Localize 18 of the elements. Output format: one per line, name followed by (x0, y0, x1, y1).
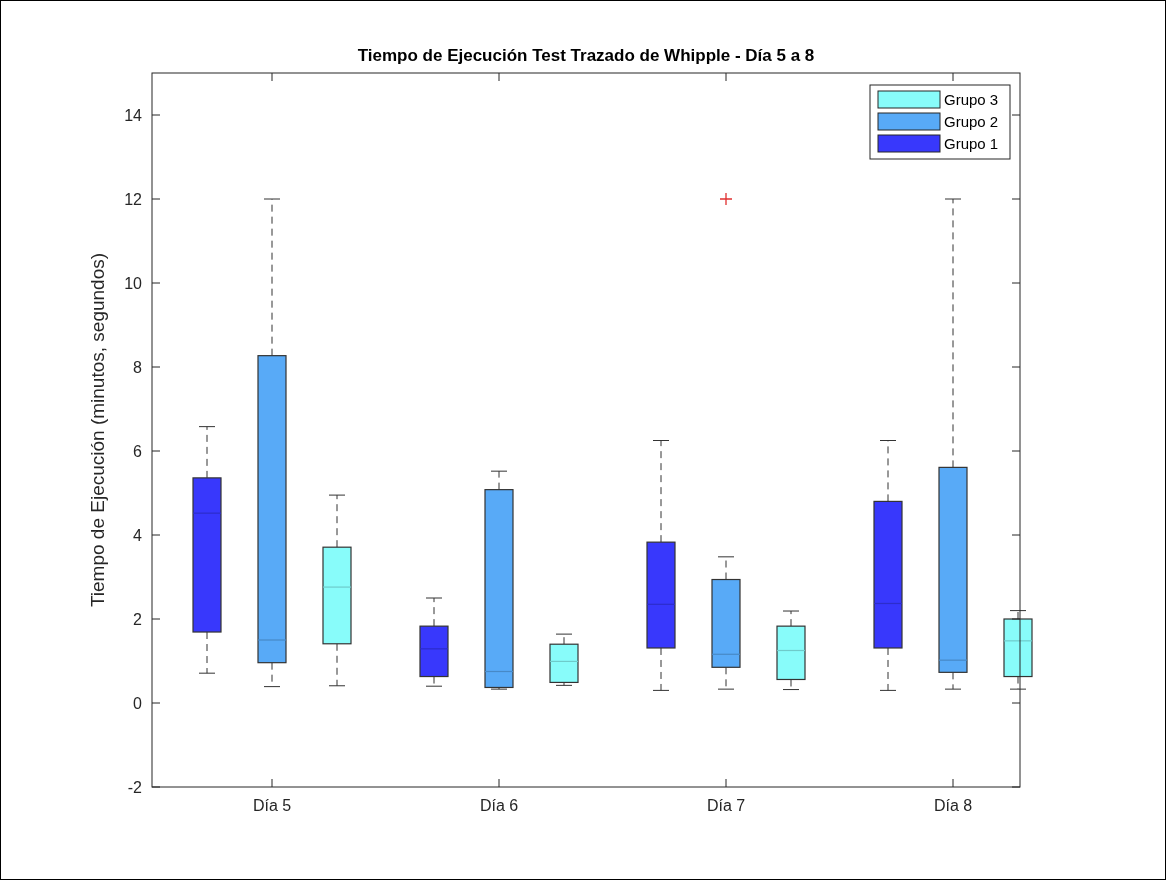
legend-label: Grupo 2 (944, 113, 999, 131)
y-axis-title: Tiempo de Ejecución (minutos, segundos) (87, 252, 108, 608)
x-tick-label: Día 7 (706, 797, 746, 814)
legend-label: Grupo 3 (944, 91, 999, 109)
y-tick-label: 12 (124, 190, 143, 208)
x-tick-label: Día 6 (479, 797, 519, 814)
y-tick-label: 0 (133, 694, 143, 712)
y-tick-label: 4 (133, 526, 143, 544)
x-tick-label: Día 8 (933, 797, 973, 814)
y-tick-label: 6 (133, 442, 143, 460)
y-tick-label: 2 (133, 610, 143, 628)
legend-label: Grupo 1 (944, 135, 999, 153)
y-tick-label: 8 (133, 358, 143, 376)
y-tick-label: 14 (124, 106, 143, 124)
x-tick-label: Día 5 (252, 797, 292, 814)
y-tick-label: 10 (124, 274, 143, 292)
chart-title: Tiempo de Ejecución Test Trazado de Whipple - Día 5 a 8 (357, 46, 815, 65)
y-tick-label: -2 (127, 778, 143, 796)
